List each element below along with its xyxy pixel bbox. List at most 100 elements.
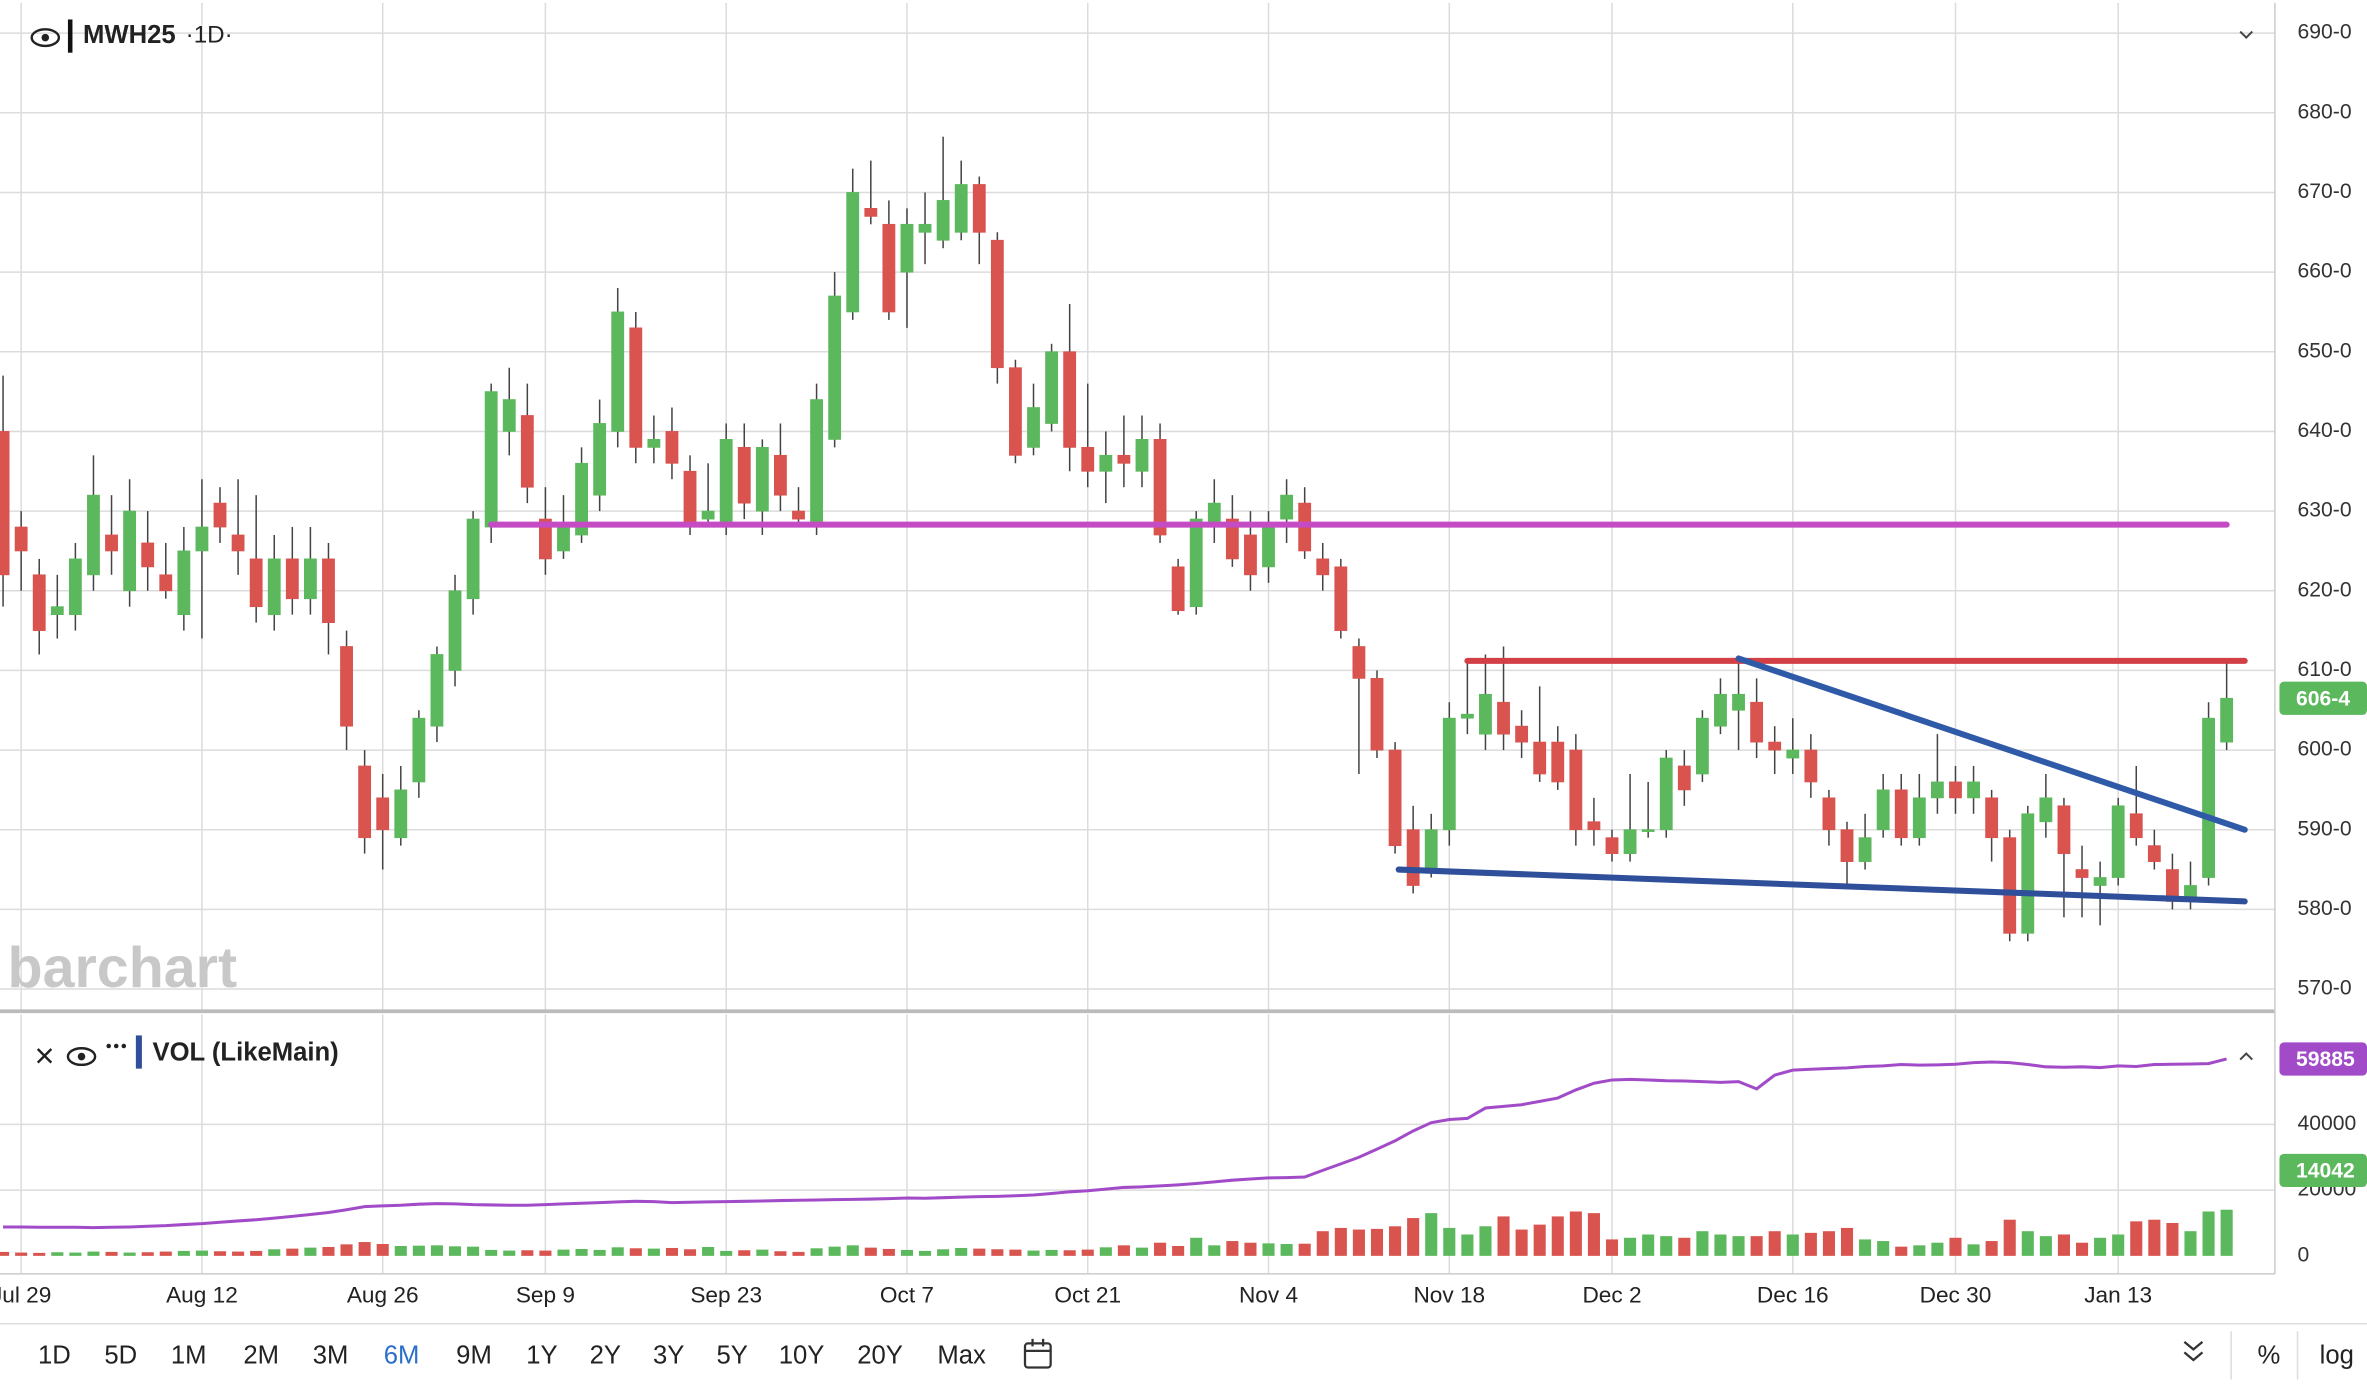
x-tick-label: Aug 26: [347, 1283, 419, 1308]
range-button[interactable]: 5Y: [716, 1342, 747, 1370]
range-button[interactable]: 2Y: [590, 1342, 621, 1370]
candle-body: [557, 526, 570, 552]
volume-bar: [1081, 1249, 1094, 1256]
volume-bar: [1605, 1239, 1619, 1256]
volume-bar: [1027, 1250, 1040, 1256]
candle-body: [1858, 837, 1872, 862]
volume-bar: [1678, 1237, 1691, 1256]
candle-body: [1912, 797, 1926, 839]
candle-body: [1569, 749, 1583, 831]
more-icon[interactable]: [106, 1043, 127, 1049]
eye-icon[interactable]: [30, 28, 61, 48]
x-tick-label: Nov 4: [1239, 1283, 1298, 1308]
close-icon[interactable]: [36, 1048, 53, 1064]
candle-body: [1967, 781, 1980, 799]
range-button[interactable]: 1M: [171, 1342, 207, 1370]
range-button[interactable]: Max: [937, 1342, 986, 1370]
volume-bar: [467, 1246, 480, 1256]
range-button[interactable]: 3M: [313, 1342, 349, 1370]
volume-bar: [2021, 1231, 2034, 1256]
volume-bar: [33, 1252, 46, 1256]
range-button[interactable]: 9M: [456, 1342, 492, 1370]
candle-body: [1587, 821, 1601, 831]
candle-body: [538, 518, 552, 560]
candle-body: [1352, 646, 1366, 679]
candle-body: [1750, 701, 1764, 743]
candle-body: [50, 606, 64, 616]
volume-bar: [900, 1249, 914, 1256]
volume-bar: [774, 1251, 787, 1256]
range-button[interactable]: 1D: [38, 1342, 71, 1370]
calendar-icon[interactable]: [1023, 1338, 1052, 1369]
range-button[interactable]: 1Y: [526, 1342, 557, 1370]
volume-bar: [1660, 1236, 1673, 1256]
toolbar: 1D 5D 1M 2M 3M 6M 9M 1Y 2Y 3Y 5Y 10Y 20Y Max: [38, 1342, 986, 1370]
volume-bar: [2184, 1231, 2197, 1256]
range-button[interactable]: 3Y: [653, 1342, 684, 1370]
candle-body: [864, 208, 878, 217]
y-tick-label: 590-0: [2298, 817, 2352, 840]
volume-bar: [1334, 1227, 1347, 1256]
y-tick-label: 660-0: [2298, 260, 2352, 283]
log-toggle[interactable]: log: [2320, 1342, 2354, 1370]
volume-bar: [195, 1250, 208, 1256]
candle-body: [159, 574, 173, 592]
x-tick-label: Jul 29: [0, 1283, 51, 1308]
interval: ·1D·: [186, 21, 233, 48]
x-tick-label: Aug 12: [166, 1283, 238, 1308]
x-tick-label: Oct 7: [880, 1283, 934, 1308]
volume-bar: [1786, 1234, 1799, 1256]
volume-bar: [2112, 1234, 2125, 1256]
candle-body: [593, 423, 607, 496]
candle-body: [774, 454, 787, 496]
candle-body: [1822, 797, 1836, 831]
price-tag-label: 606-4: [2296, 687, 2350, 710]
candle-body: [1099, 454, 1113, 472]
candle-body: [68, 558, 82, 616]
candle-body: [1370, 677, 1384, 751]
volume-bar: [1533, 1224, 1546, 1256]
expand-icon[interactable]: [2239, 1052, 2253, 1061]
candle-body: [2021, 813, 2035, 934]
volume-bar: [304, 1247, 317, 1256]
candle-body: [520, 415, 534, 488]
volume-bar: [1154, 1242, 1167, 1256]
x-tick-label: Dec 30: [1920, 1283, 1992, 1308]
range-button[interactable]: 10Y: [779, 1342, 825, 1370]
volume-bar: [593, 1249, 606, 1256]
range-button[interactable]: 2M: [243, 1342, 279, 1370]
eye-icon[interactable]: [66, 1047, 97, 1067]
volume-bar: [1407, 1218, 1420, 1256]
volume-bar: [973, 1248, 986, 1256]
volume-bar: [412, 1245, 425, 1256]
volume-bar: [394, 1245, 407, 1256]
candle-body: [394, 789, 408, 839]
candle-body: [195, 526, 209, 552]
volume-bar: [1009, 1249, 1022, 1256]
range-button[interactable]: 20Y: [857, 1342, 903, 1370]
volume-bar: [1859, 1239, 1872, 1256]
volume-bar: [756, 1249, 769, 1256]
volume-bar: [1479, 1226, 1492, 1256]
candle-body: [810, 399, 823, 528]
volume-bar: [15, 1252, 28, 1256]
volume-bar: [448, 1246, 462, 1256]
candle-body: [1406, 829, 1420, 886]
candle-body: [954, 184, 968, 233]
candle-body: [2129, 813, 2143, 839]
volume-bar: [720, 1250, 733, 1256]
volume-bar: [1226, 1241, 1239, 1256]
candle-body: [1659, 757, 1673, 831]
range-button[interactable]: 5D: [104, 1342, 137, 1370]
volume-bar: [539, 1250, 552, 1256]
range-button[interactable]: 6M: [384, 1342, 420, 1370]
volume-bar: [1949, 1237, 1962, 1256]
volume-bar: [123, 1252, 136, 1256]
volume-bar: [159, 1251, 172, 1256]
candle-body: [1930, 781, 1944, 799]
volume-bar: [2039, 1236, 2052, 1256]
volume-bar: [864, 1247, 877, 1256]
percent-toggle[interactable]: %: [2257, 1342, 2280, 1370]
collapse-icon[interactable]: [2239, 30, 2253, 39]
more-ranges-icon[interactable]: [2183, 1340, 2204, 1362]
